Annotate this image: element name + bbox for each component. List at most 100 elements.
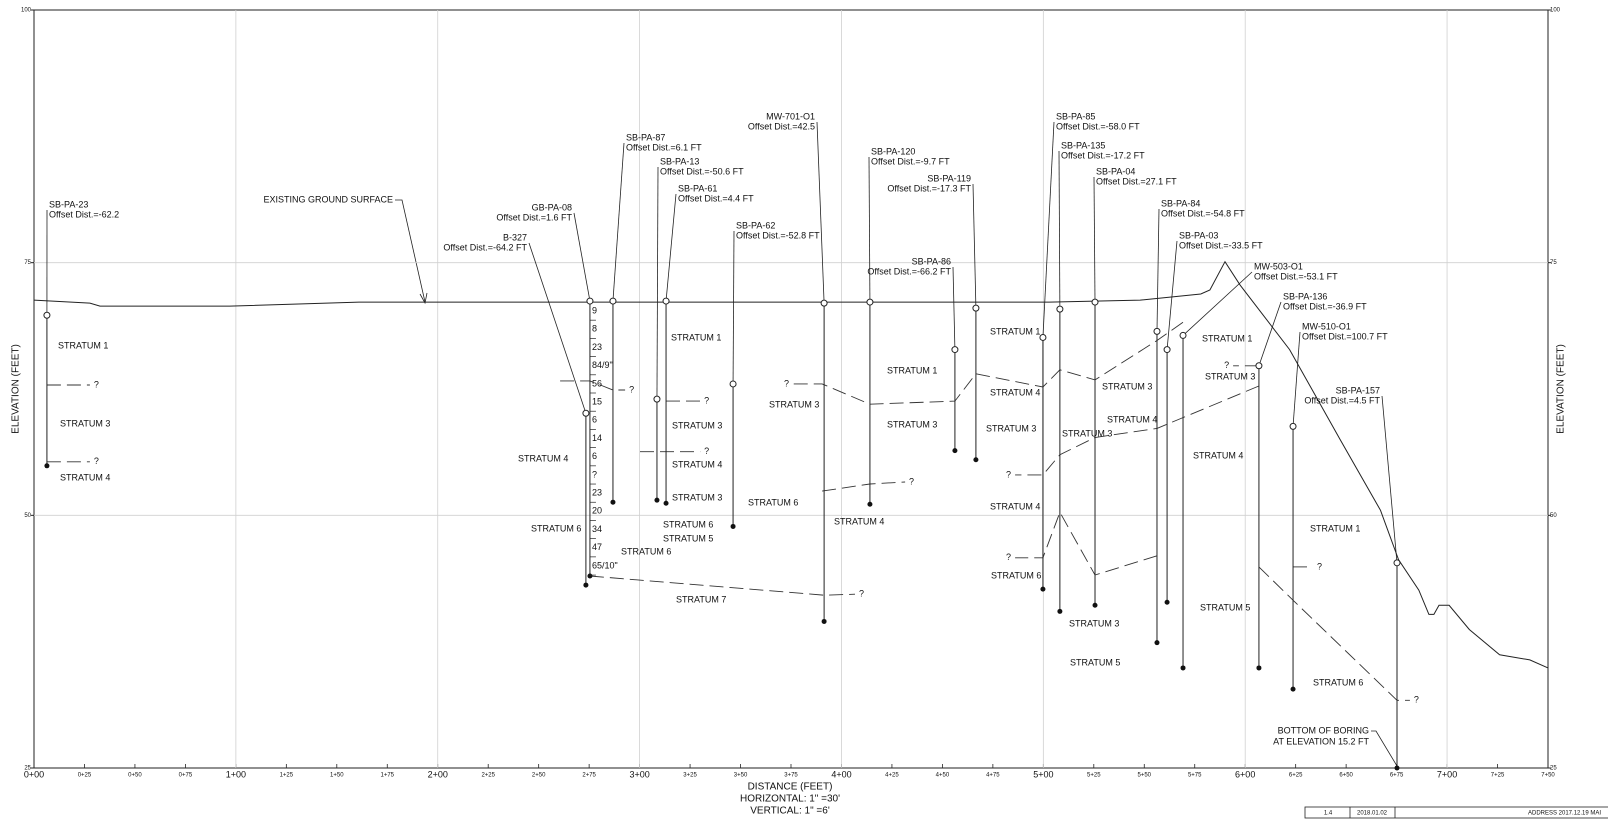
query-mark: ? bbox=[909, 476, 914, 486]
boring-top bbox=[43, 311, 51, 319]
stratum-label: STRATUM 4 bbox=[1107, 414, 1157, 424]
blow-count: 15 bbox=[592, 396, 602, 406]
x-tick-label: 2+25 bbox=[481, 773, 495, 779]
blow-count: 84/9" bbox=[592, 360, 613, 370]
stratum-label: STRATUM 3 bbox=[986, 423, 1036, 433]
stratum-label: STRATUM 6 bbox=[621, 546, 671, 556]
query-mark: ? bbox=[629, 384, 634, 394]
label-leader bbox=[1166, 240, 1178, 350]
x-tick-label: 4+75 bbox=[986, 773, 1000, 779]
stratum-contact bbox=[822, 481, 906, 492]
blow-count: 20 bbox=[592, 506, 602, 516]
x-tick-label: 2+50 bbox=[532, 773, 546, 779]
ground-surface bbox=[33, 260, 1549, 669]
x-tick-label: 3+50 bbox=[734, 773, 748, 779]
boring-offset: Offset Dist.=-58.0 FT bbox=[1056, 121, 1140, 131]
x-tick-label: 7+00 bbox=[1437, 769, 1457, 779]
y-tick-label: 25 bbox=[1550, 766, 1557, 772]
y-tick-label: 50 bbox=[1550, 513, 1557, 519]
y-tick-label: 25 bbox=[24, 766, 31, 772]
stratum-label: STRATUM 3 bbox=[1102, 381, 1152, 391]
boring-offset: Offset Dist.=-17.2 FT bbox=[1061, 150, 1145, 160]
description: ADDRESS 2017.12.19 MAI bbox=[1528, 811, 1601, 817]
stratum-label: STRATUM 4 bbox=[834, 516, 884, 526]
boring-bottom bbox=[587, 573, 593, 579]
label-leader bbox=[1258, 301, 1282, 366]
stratum-contact bbox=[1015, 511, 1158, 576]
label-leader bbox=[1093, 176, 1096, 303]
stratum-label: STRATUM 1 bbox=[1310, 523, 1360, 533]
ground-surface-leader bbox=[395, 199, 426, 303]
stratum-label: STRATUM 3 bbox=[769, 399, 819, 409]
arrow-head bbox=[419, 292, 428, 305]
x-tick-label: 0+00 bbox=[24, 769, 44, 779]
boring-top bbox=[1153, 327, 1161, 335]
query-mark: ? bbox=[1317, 561, 1322, 571]
x-tick-label: 3+75 bbox=[784, 773, 798, 779]
boring-name: MW-503-O1 bbox=[1254, 261, 1303, 271]
boring-name: SB-PA-119 bbox=[927, 173, 971, 183]
blow-count: 34 bbox=[592, 524, 602, 534]
stratum-label: STRATUM 3 bbox=[1069, 618, 1119, 628]
boring-offset: Offset Dist.=6.1 FT bbox=[626, 142, 702, 152]
blow-count: 6 bbox=[592, 415, 597, 425]
x-axis-label: DISTANCE (FEET) bbox=[748, 782, 833, 793]
boring-offset: Offset Dist.=-17.3 FT bbox=[887, 183, 971, 193]
x-tick-label: 6+25 bbox=[1289, 773, 1303, 779]
x-tick-label: 3+00 bbox=[629, 769, 649, 779]
stratum-label: STRATUM 5 bbox=[663, 533, 713, 543]
stratum-label: STRATUM 1 bbox=[887, 365, 937, 375]
y-tick-label: 75 bbox=[1550, 260, 1557, 266]
x-scale-horizontal: HORIZONTAL: 1" =30' bbox=[740, 794, 840, 805]
y-axis-label-right: ELEVATION (FEET) bbox=[1556, 344, 1567, 434]
stratum-contact bbox=[589, 575, 856, 596]
stratum-contact bbox=[1258, 566, 1410, 701]
ground-surface-label: EXISTING GROUND SURFACE bbox=[263, 194, 393, 204]
stratum-label: STRATUM 3 bbox=[1062, 428, 1112, 438]
label-leader bbox=[816, 121, 825, 304]
boring-top bbox=[1393, 559, 1401, 567]
boring-top bbox=[1091, 298, 1099, 306]
title-block bbox=[1304, 806, 1608, 819]
blow-count: ? bbox=[592, 469, 597, 479]
blow-count: 14 bbox=[592, 433, 602, 443]
boring-bottom bbox=[1290, 686, 1296, 692]
boring-bottom bbox=[1057, 608, 1063, 614]
stratum-label: STRATUM 3 bbox=[60, 418, 110, 428]
boring-offset: Offset Dist.=100.7 FT bbox=[1302, 331, 1388, 341]
x-scale-vertical: VERTICAL: 1" =6' bbox=[750, 806, 830, 817]
label-leader bbox=[528, 242, 587, 414]
stratum-label: STRATUM 6 bbox=[1313, 677, 1363, 687]
boring-offset: Offset Dist.=-64.2 FT bbox=[443, 242, 527, 252]
x-tick-label: 1+00 bbox=[226, 769, 246, 779]
label-leader bbox=[1381, 395, 1398, 563]
boring-top bbox=[972, 304, 980, 312]
boring-name: SB-PA-03 bbox=[1179, 230, 1218, 240]
query-mark: ? bbox=[1006, 469, 1011, 479]
boring-name: SB-PA-87 bbox=[626, 132, 665, 142]
boring-name: SB-PA-62 bbox=[736, 220, 775, 230]
boring-top bbox=[866, 298, 874, 306]
label-leader bbox=[612, 142, 625, 302]
x-tick-label: 1+50 bbox=[330, 773, 344, 779]
x-tick-label: 0+75 bbox=[179, 773, 193, 779]
query-mark: ? bbox=[859, 589, 864, 599]
boring-name: SB-PA-120 bbox=[871, 146, 915, 156]
boring-top bbox=[820, 299, 828, 307]
x-tick-label: 6+50 bbox=[1339, 773, 1353, 779]
boring-offset: Offset Dist.=27.1 FT bbox=[1096, 176, 1177, 186]
label-leader bbox=[1058, 150, 1061, 310]
x-tick-label: 6+00 bbox=[1235, 769, 1255, 779]
boring-bottom bbox=[1394, 765, 1400, 771]
boring-top bbox=[653, 395, 661, 403]
x-tick-label: 2+75 bbox=[582, 773, 596, 779]
boring-offset: Offset Dist.=-54.8 FT bbox=[1161, 208, 1245, 218]
boring-offset: Offset Dist.=4.4 FT bbox=[678, 193, 754, 203]
boring-bottom bbox=[952, 448, 958, 454]
stratum-label: STRATUM 4 bbox=[1193, 450, 1243, 460]
boring-name: B-327 bbox=[503, 232, 527, 242]
stratum-label: STRATUM 6 bbox=[748, 497, 798, 507]
revision: 1.4 bbox=[1324, 811, 1333, 817]
boring-top bbox=[586, 297, 594, 305]
